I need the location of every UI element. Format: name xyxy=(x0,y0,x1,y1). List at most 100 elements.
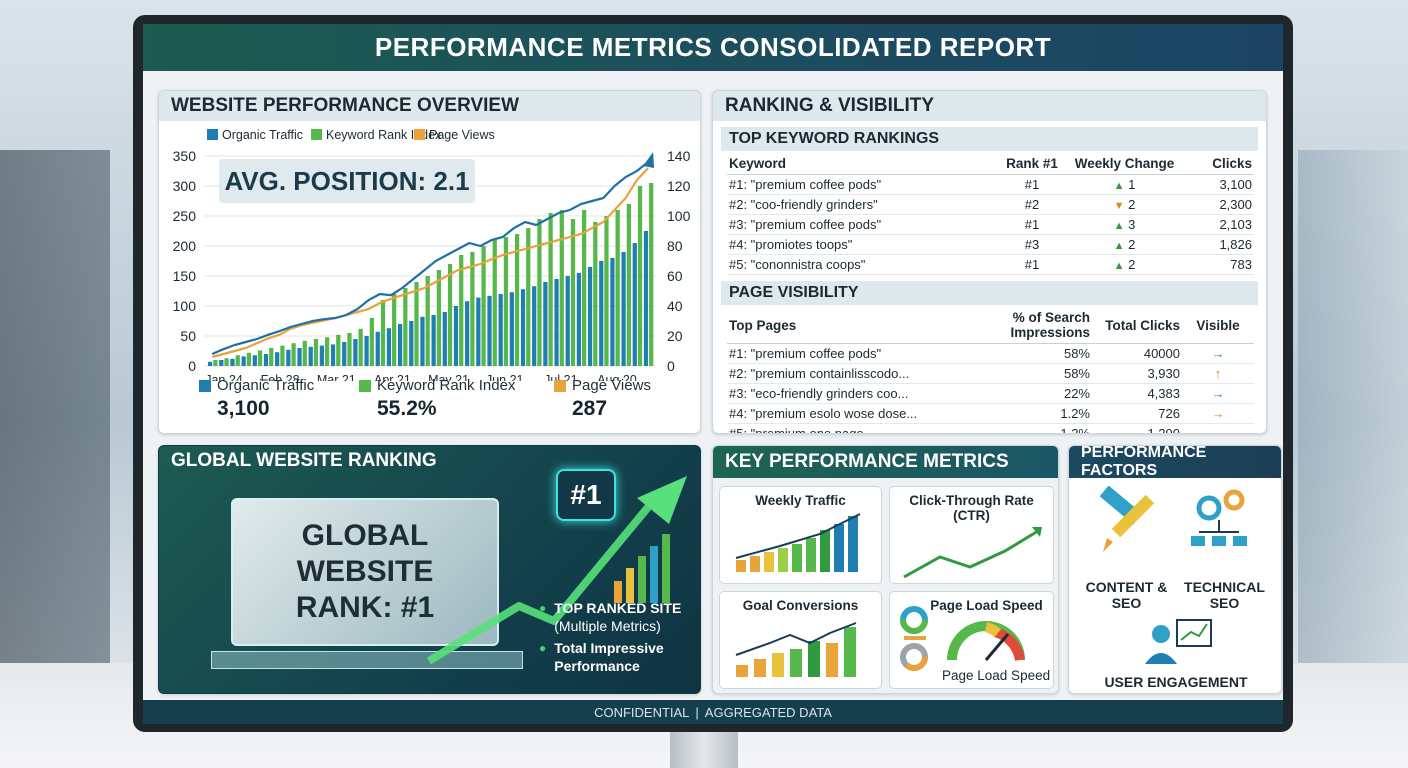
y-left-tick-label: 50 xyxy=(180,328,196,344)
organic-traffic-bar xyxy=(498,294,503,366)
keyword-rank-bar xyxy=(425,276,430,366)
keyword-rank-bar xyxy=(503,237,509,366)
clicks-cell: 783 xyxy=(1182,254,1254,275)
global-ranking-panel: GLOBAL WEBSITE RANKING GLOBAL WEBSITE RA… xyxy=(158,445,701,694)
goal-conversions-title: Goal Conversions xyxy=(742,598,859,613)
keyword-rank-bar xyxy=(470,252,475,366)
y-right-tick-label: 140 xyxy=(667,148,691,164)
impressions-cell: 1.2% xyxy=(942,403,1092,424)
keyword-rank-bar xyxy=(604,216,609,366)
change-value: 2 xyxy=(1128,237,1136,252)
dashboard-screen: PERFORMANCE METRICS CONSOLIDATED REPORT … xyxy=(143,24,1283,724)
keyword-cell: #5: "cononnistra coops" xyxy=(727,254,997,275)
weekly-traffic-card: Weekly Traffic xyxy=(719,486,882,584)
x-tick-label: Jun 21 xyxy=(486,373,524,381)
organic-traffic-bar xyxy=(230,358,235,366)
y-right-tick-label: 40 xyxy=(667,298,683,314)
growth-arrow-graphic xyxy=(426,476,687,665)
impressions-cell: 1.2% xyxy=(942,423,1092,433)
organic-traffic-swatch xyxy=(199,379,211,392)
page-load-caption: Page Load Speed xyxy=(942,668,1051,683)
x-tick-label: Mar 21 xyxy=(317,373,356,381)
factor-user-engagement: USER ENGAGEMENT xyxy=(1104,674,1248,690)
keyword-rank-bar xyxy=(481,246,486,366)
organic-traffic-bar xyxy=(632,243,637,366)
organic-traffic-bar xyxy=(375,331,380,366)
x-tick-label: Aug 20 xyxy=(597,373,637,381)
mini-bar-icon xyxy=(650,546,658,603)
keyword-rank-bar xyxy=(380,300,386,366)
ctr-card: Click-Through Rate (CTR) xyxy=(889,486,1054,584)
mini-bar-icon xyxy=(662,534,670,603)
organic-traffic-bar xyxy=(219,360,224,366)
change-value: 2 xyxy=(1128,257,1136,272)
organic-traffic-bar xyxy=(554,279,559,366)
keyword-row: #4: "promiotes toops" #3 ▲ 2 1,826 xyxy=(727,234,1254,255)
monitor-stand xyxy=(670,728,738,768)
change-value: 3 xyxy=(1128,217,1136,232)
keyword-rank-bar xyxy=(302,340,307,366)
page-row: #4: "premium esolo wose dose... 1.2% 726 → xyxy=(727,403,1254,424)
weekly-traffic-chart-icon xyxy=(735,513,861,572)
pencil-ruler-icon xyxy=(1099,486,1155,552)
keyword-rank-bar xyxy=(436,270,441,366)
bullet-2-sub: Performance xyxy=(554,658,640,674)
keyword-rank-bar xyxy=(336,334,341,366)
organic-traffic-bar xyxy=(610,258,615,366)
change-cell: ▲ 1 xyxy=(1067,174,1182,195)
trophy-line-2: RANK: #1 xyxy=(295,591,435,624)
organic-traffic-bar xyxy=(275,352,280,366)
clicks-cell: 2,103 xyxy=(1182,214,1254,235)
organic-traffic-bar xyxy=(308,346,313,366)
page-cell: #4: "premium esolo wose dose... xyxy=(727,403,942,424)
organic-traffic-bar xyxy=(263,354,269,366)
visibility-arrow-icon: ↑ xyxy=(1182,363,1254,384)
keyword-rank-bar xyxy=(637,186,643,366)
summary-organic-traffic: Organic Traffic 3,100 xyxy=(199,377,314,421)
keyword-rank-bar xyxy=(570,219,576,366)
y-right-tick-label: 0 xyxy=(667,358,675,374)
speed-gauge-icon xyxy=(900,606,1025,671)
legend-label: Page Views xyxy=(429,128,495,142)
change-value: 1 xyxy=(1128,177,1136,192)
organic-traffic-bar xyxy=(409,321,414,366)
factors-title: PERFORMANCE FACTORS xyxy=(1069,446,1281,479)
rank-cell: #3 xyxy=(997,234,1067,255)
keyword-row: #1: "premium coffee pods" #1 ▲ 1 3,100 xyxy=(727,174,1254,195)
keyword-rankings-title: TOP KEYWORD RANKINGS xyxy=(721,127,1258,151)
legend-label: Organic Traffic xyxy=(222,128,303,142)
trophy-plaque: GLOBAL WEBSITE RANK: #1 xyxy=(231,498,499,646)
factor-label: SEO xyxy=(1209,595,1240,611)
legend-swatch xyxy=(207,129,218,140)
arrow-head-icon xyxy=(637,476,687,524)
goal-conversions-card: Goal Conversions xyxy=(719,591,882,689)
organic-traffic-bar xyxy=(297,348,302,366)
page-views-swatch xyxy=(554,379,566,392)
organic-traffic-bar xyxy=(453,306,459,366)
legend-swatch xyxy=(311,129,322,140)
col-total-clicks: Total Clicks xyxy=(1092,307,1182,344)
user-engagement-icon xyxy=(1145,619,1212,664)
keyword-rank-bar xyxy=(347,333,352,366)
organic-traffic-trend-line xyxy=(211,161,649,356)
growth-arrow-icon xyxy=(426,503,653,665)
background-window xyxy=(1298,150,1408,670)
col-rank: Rank #1 xyxy=(997,153,1067,175)
y-right-tick-label: 80 xyxy=(667,238,683,254)
keyword-rank-bar xyxy=(615,210,620,366)
organic-traffic-bar xyxy=(465,301,470,366)
page-cell: #1: "premium coffee pods" xyxy=(727,343,942,364)
organic-traffic-bar xyxy=(487,295,492,366)
page-load-title: Page Load Speed xyxy=(930,598,1043,613)
keyword-rank-swatch xyxy=(359,379,371,392)
y-left-tick-label: 200 xyxy=(173,238,197,254)
factor-label: CONTENT & xyxy=(1085,579,1168,595)
total-clicks-cell: 3,930 xyxy=(1092,363,1182,384)
global-bullets: ● TOP RANKED SITE (Multiple Metrics) ● T… xyxy=(539,599,681,679)
page-load-card: Page Load Speed Page Load Speed xyxy=(889,591,1054,689)
organic-traffic-bar xyxy=(286,349,291,366)
organic-traffic-bar xyxy=(621,252,626,366)
rank-cell: #1 xyxy=(997,254,1067,275)
keyword-rank-bar xyxy=(235,355,240,366)
legend-label: Keyword Rank Index xyxy=(326,128,442,142)
